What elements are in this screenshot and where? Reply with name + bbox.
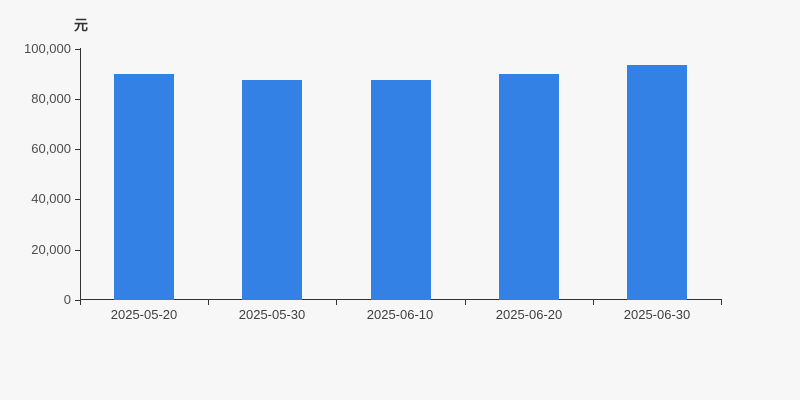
x-axis-label: 2025-05-30 bbox=[238, 307, 306, 322]
bar[interactable] bbox=[114, 74, 174, 300]
y-axis-tick-label: 0 bbox=[63, 292, 71, 307]
y-axis-tick bbox=[75, 149, 80, 150]
y-axis-tick-label: 100,000 bbox=[24, 41, 71, 56]
x-axis-label: 2025-05-20 bbox=[110, 307, 178, 322]
y-axis-tick bbox=[75, 99, 80, 100]
bar[interactable] bbox=[371, 80, 431, 300]
y-axis-tick bbox=[75, 49, 80, 50]
x-axis-tick bbox=[593, 300, 594, 305]
y-axis-unit-label: 元 bbox=[74, 17, 88, 33]
x-axis-label: 2025-06-30 bbox=[623, 307, 691, 322]
x-axis-tick bbox=[336, 300, 337, 305]
y-axis-tick bbox=[75, 250, 80, 251]
y-axis-line bbox=[80, 48, 81, 301]
y-axis-tick bbox=[75, 300, 80, 301]
x-axis-tick bbox=[80, 300, 81, 305]
bar[interactable] bbox=[627, 65, 687, 300]
bar[interactable] bbox=[499, 74, 559, 300]
y-axis-tick-label: 80,000 bbox=[31, 91, 71, 106]
y-axis-tick-label: 60,000 bbox=[31, 141, 71, 156]
y-axis-tick bbox=[75, 199, 80, 200]
x-axis-tick bbox=[208, 300, 209, 305]
x-axis-label: 2025-06-10 bbox=[366, 307, 434, 322]
bar[interactable] bbox=[242, 80, 302, 300]
y-axis-tick-label: 40,000 bbox=[31, 191, 71, 206]
y-axis-tick-label: 20,000 bbox=[31, 242, 71, 257]
x-axis-label: 2025-06-20 bbox=[495, 307, 563, 322]
x-axis-tick bbox=[721, 300, 722, 305]
x-axis-tick bbox=[465, 300, 466, 305]
